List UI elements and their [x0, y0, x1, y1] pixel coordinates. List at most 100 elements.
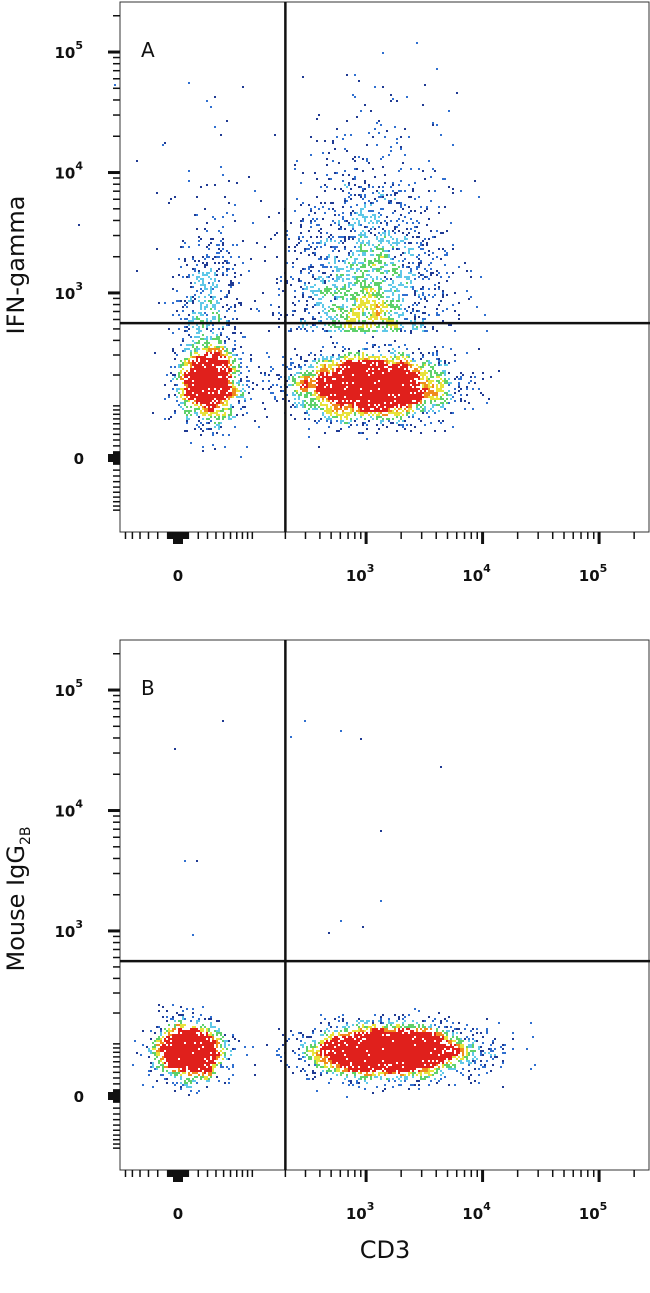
event-point — [396, 384, 398, 386]
event-point — [206, 370, 208, 372]
event-point — [350, 398, 352, 400]
event-point — [394, 354, 396, 356]
event-point — [310, 364, 312, 366]
event-point — [336, 268, 338, 270]
event-point — [366, 298, 368, 300]
event-point — [232, 372, 234, 374]
event-point — [398, 364, 400, 366]
event-point — [364, 332, 366, 334]
event-point — [434, 370, 436, 372]
event-point — [364, 394, 366, 396]
event-point — [318, 446, 320, 448]
event-point — [434, 404, 436, 406]
event-point — [386, 400, 388, 402]
event-point — [336, 246, 338, 248]
event-point — [346, 74, 348, 76]
event-point — [242, 352, 244, 354]
event-point — [174, 412, 176, 414]
event-point — [214, 350, 216, 352]
event-point — [188, 170, 190, 172]
event-point — [334, 298, 336, 300]
event-point — [242, 86, 244, 88]
event-point — [354, 236, 356, 238]
event-point — [346, 220, 348, 222]
event-point — [364, 376, 366, 378]
event-point — [354, 388, 356, 390]
event-point — [278, 288, 280, 290]
event-point — [386, 296, 388, 298]
event-point — [310, 270, 312, 272]
event-point — [216, 372, 218, 374]
event-point — [420, 248, 422, 250]
event-point — [238, 384, 240, 386]
event-point — [392, 362, 394, 364]
event-point — [358, 246, 360, 248]
event-point — [302, 376, 304, 378]
event-point — [210, 358, 212, 360]
event-point — [280, 386, 282, 388]
event-point — [218, 336, 220, 338]
event-point — [378, 286, 380, 288]
event-point — [388, 240, 390, 242]
event-point — [352, 394, 354, 396]
event-point — [366, 410, 368, 412]
event-point — [326, 410, 328, 412]
event-point — [394, 404, 396, 406]
event-point — [236, 396, 238, 398]
event-point — [364, 358, 366, 360]
event-point — [394, 402, 396, 404]
event-point — [200, 306, 202, 308]
event-point — [316, 218, 318, 220]
event-point — [380, 304, 382, 306]
event-point — [376, 294, 378, 296]
event-point — [324, 312, 326, 314]
event-point — [348, 406, 350, 408]
event-point — [350, 134, 352, 136]
event-point — [230, 406, 232, 408]
event-point — [406, 398, 408, 400]
event-point — [202, 1048, 204, 1050]
event-point — [396, 358, 398, 360]
event-point — [412, 308, 414, 310]
event-point — [384, 330, 386, 332]
event-point — [290, 362, 292, 364]
event-point — [330, 368, 332, 370]
event-point — [348, 382, 350, 384]
event-point — [344, 240, 346, 242]
event-point — [348, 364, 350, 366]
event-point — [348, 378, 350, 380]
event-point — [318, 320, 320, 322]
event-point — [326, 406, 328, 408]
event-point — [320, 418, 322, 420]
event-point — [200, 304, 202, 306]
event-point — [252, 382, 254, 384]
event-point — [330, 414, 332, 416]
event-point — [322, 386, 324, 388]
event-point — [410, 400, 412, 402]
event-point — [430, 272, 432, 274]
event-point — [240, 332, 242, 334]
event-point — [424, 362, 426, 364]
event-point — [444, 178, 446, 180]
event-point — [332, 220, 334, 222]
event-point — [396, 366, 398, 368]
event-point — [204, 338, 206, 340]
event-point — [330, 246, 332, 248]
event-point — [394, 210, 396, 212]
event-point — [404, 238, 406, 240]
event-point — [330, 326, 332, 328]
event-point — [364, 392, 366, 394]
event-point — [392, 320, 394, 322]
event-point — [402, 380, 404, 382]
event-point — [214, 354, 216, 356]
event-point — [322, 218, 324, 220]
event-point — [174, 376, 176, 378]
event-point — [374, 410, 376, 412]
event-point — [366, 404, 368, 406]
event-point — [218, 418, 220, 420]
event-point — [196, 324, 198, 326]
event-point — [410, 320, 412, 322]
event-point — [342, 268, 344, 270]
event-point — [176, 1036, 178, 1038]
event-point — [346, 298, 348, 300]
